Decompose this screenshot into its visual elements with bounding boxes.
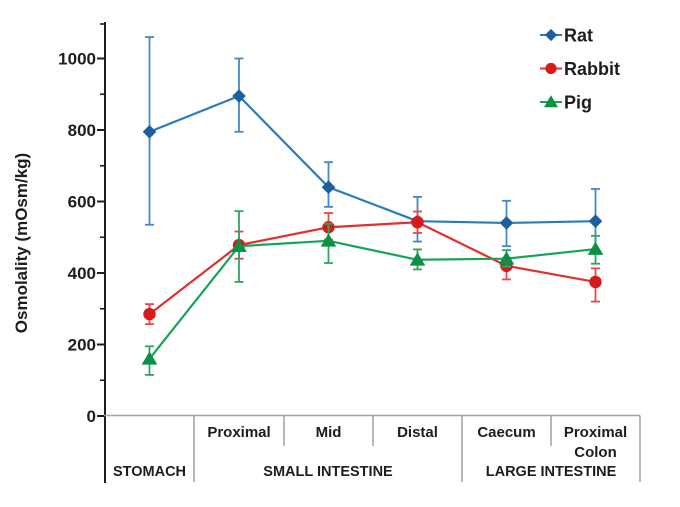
legend: Rat Rabbit Pig	[540, 26, 620, 113]
circle-marker-icon	[411, 216, 424, 229]
legend-item-rat: Rat	[540, 26, 593, 46]
segment-label: Caecum	[477, 424, 535, 441]
series-line	[149, 94, 596, 225]
region-group-label: SMALL INTESTINE	[263, 464, 393, 480]
y-tick-label: 600	[68, 193, 96, 212]
y-tick-label: 800	[68, 121, 96, 140]
series-rabbit	[143, 210, 602, 326]
x-axis-table: Proximal Mid Distal Caecum Proximal Colon STOM…	[104, 414, 641, 482]
diamond-marker-icon	[232, 89, 246, 103]
series-rat	[142, 36, 603, 253]
series-pig	[141, 210, 604, 376]
diamond-marker-icon	[544, 28, 558, 42]
region-group-label: LARGE INTESTINE	[486, 464, 617, 480]
diamond-marker-icon	[499, 216, 514, 230]
y-tick-label: 1000	[58, 50, 96, 69]
triangle-marker-icon	[498, 251, 515, 265]
diamond-marker-icon	[321, 180, 336, 194]
segment-label: Proximal	[207, 424, 270, 441]
diamond-marker-icon	[588, 214, 603, 228]
segment-label: Colon	[574, 444, 617, 461]
region-group-label: STOMACH	[113, 464, 186, 480]
y-tick-label: 200	[68, 336, 96, 355]
circle-marker-icon	[545, 62, 557, 75]
diamond-marker-icon	[142, 124, 157, 139]
legend-label: Rat	[564, 26, 593, 46]
segment-label: Distal	[397, 424, 438, 441]
circle-marker-icon	[143, 307, 156, 321]
circle-marker-icon	[589, 275, 602, 289]
segment-label: Mid	[316, 424, 342, 441]
y-axis: 0 200 400 600 800 1000 Osmolality (mOsm/kg)	[12, 22, 106, 483]
y-tick-label: 400	[68, 264, 96, 283]
triangle-marker-icon	[409, 252, 426, 266]
legend-label: Pig	[564, 93, 592, 113]
legend-label: Rabbit	[564, 59, 620, 79]
triangle-marker-icon	[587, 241, 604, 255]
triangle-marker-icon	[141, 351, 158, 365]
triangle-marker-icon	[320, 233, 337, 247]
legend-item-rabbit: Rabbit	[540, 59, 620, 79]
series-line	[148, 239, 596, 360]
y-tick-label: 0	[87, 407, 96, 426]
legend-item-pig: Pig	[540, 93, 592, 113]
triangle-marker-icon	[543, 95, 559, 108]
series-line	[148, 221, 596, 315]
y-axis-title: Osmolality (mOsm/kg)	[12, 153, 31, 333]
triangle-marker-icon	[231, 238, 247, 252]
segment-label: Proximal	[564, 424, 627, 441]
